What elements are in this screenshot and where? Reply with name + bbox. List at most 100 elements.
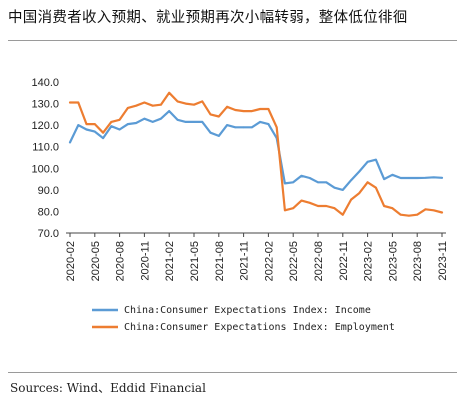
data-point (102, 137, 104, 139)
legend-label-1: China:Consumer Expectations Index: Incom… (124, 305, 371, 316)
data-point (432, 209, 435, 212)
data-point (250, 110, 253, 113)
data-point (151, 104, 154, 107)
data-point (358, 192, 361, 194)
data-point (250, 126, 253, 129)
data-point (151, 121, 154, 123)
y-tick-label: 140.0 (31, 77, 59, 89)
data-point (168, 110, 171, 113)
x-tick-label: 2023-02 (363, 241, 375, 281)
chart-series (68, 91, 444, 217)
x-tick-label: 2021-02 (164, 241, 176, 281)
data-point (374, 158, 377, 161)
data-point (366, 160, 369, 163)
data-point (259, 108, 262, 110)
data-point (424, 208, 427, 211)
data-point (118, 118, 121, 121)
y-tick-label: 70.0 (38, 228, 59, 240)
data-point (424, 176, 427, 179)
data-point (168, 91, 171, 94)
data-point (408, 177, 410, 179)
x-tick-label: 2022-11 (338, 241, 350, 281)
y-tick-label: 80.0 (38, 206, 59, 218)
x-tick-label: 2023-11 (437, 241, 449, 281)
data-point (110, 125, 113, 128)
bottom-divider (8, 372, 457, 373)
data-point (399, 177, 402, 179)
data-point (383, 205, 386, 207)
x-tick-label: 2020-11 (139, 241, 151, 281)
data-point (350, 179, 352, 182)
legend-label-2: China:Consumer Expectations Index: Emplo… (124, 322, 395, 333)
source-note: Sources: Wind、Eddid Financial (10, 381, 206, 395)
data-point (110, 121, 113, 123)
y-tick-label: 90.0 (38, 185, 59, 197)
x-tick-label: 2020-05 (90, 241, 102, 281)
data-point (102, 131, 104, 134)
data-point (267, 108, 270, 110)
data-point (85, 128, 88, 131)
data-point (333, 186, 336, 189)
data-point (193, 121, 195, 123)
data-point (77, 101, 80, 104)
data-point (432, 176, 435, 179)
chart-title: 中国消费者收入预期、就业预期再次小幅转弱，整体低位徘徊 (8, 10, 408, 26)
data-point (234, 126, 237, 129)
data-point (383, 178, 386, 180)
data-point (143, 117, 146, 120)
data-point (77, 124, 80, 127)
y-tick-label: 110.0 (32, 142, 59, 154)
data-point (391, 207, 394, 210)
data-point (160, 103, 162, 106)
data-point (416, 213, 419, 216)
data-point (267, 123, 270, 125)
data-point (366, 181, 369, 184)
data-point (93, 130, 96, 133)
data-point (242, 126, 245, 129)
data-point (93, 123, 96, 125)
data-point (184, 121, 187, 123)
data-point (85, 123, 88, 125)
data-point (126, 106, 129, 109)
data-point (69, 101, 71, 104)
data-point (201, 100, 204, 103)
x-tick-label: 2021-05 (189, 241, 201, 281)
data-point (176, 118, 179, 121)
data-point (441, 176, 443, 179)
data-point (399, 213, 402, 216)
x-tick-label: 2022-02 (263, 241, 275, 281)
data-point (201, 121, 204, 123)
data-point (341, 188, 344, 191)
chart-axes: 70.0 80.0 90.0 100.0 110.0 120.0 130.0 140.0 202… (31, 77, 449, 281)
data-point (259, 121, 262, 123)
data-point (242, 110, 245, 113)
data-point (350, 198, 352, 201)
x-tick-label: 2020-08 (115, 241, 127, 281)
series-line-2 (68, 91, 444, 217)
data-point (300, 199, 303, 202)
x-tick-label: 2021-08 (214, 241, 226, 281)
y-tick-label: 120.0 (31, 120, 59, 132)
data-point (176, 100, 179, 103)
data-point (209, 113, 212, 116)
data-point (226, 124, 228, 127)
data-point (135, 104, 138, 107)
data-point (325, 181, 328, 184)
data-point (317, 205, 319, 207)
data-point (284, 209, 286, 212)
data-point (441, 211, 443, 214)
chart-legend: China:Consumer Expectations Index: Incom… (92, 305, 395, 333)
x-tick-label: 2021-11 (239, 241, 251, 281)
data-point (217, 135, 220, 137)
series-line-1 (68, 109, 444, 191)
data-point (143, 101, 146, 104)
data-point (234, 109, 237, 111)
data-point (391, 173, 394, 176)
data-point (135, 122, 138, 124)
data-point (126, 123, 129, 125)
x-tick-label: 2023-05 (387, 241, 399, 281)
data-point (333, 207, 336, 210)
data-point (292, 207, 295, 210)
data-point (118, 128, 121, 131)
